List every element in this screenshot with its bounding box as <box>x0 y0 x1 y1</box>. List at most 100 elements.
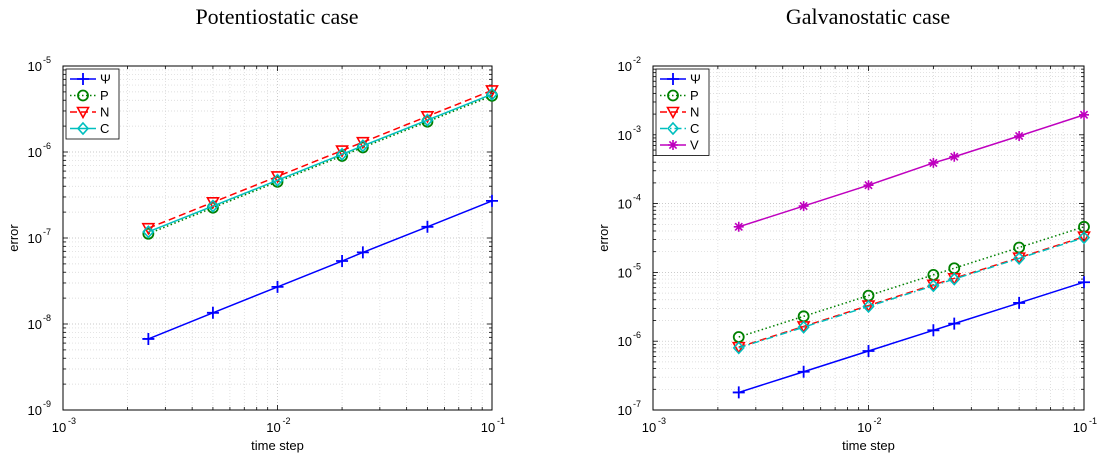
data-point <box>732 386 745 399</box>
data-point <box>271 173 284 187</box>
y-tick-exponent: -5 <box>43 55 51 65</box>
data-point <box>797 365 810 378</box>
y-tick-exponent: -4 <box>633 193 641 203</box>
y-tick-exponent: -5 <box>633 261 641 271</box>
legend-marker <box>667 89 679 102</box>
series-3 <box>732 230 1091 355</box>
data-point <box>421 113 434 127</box>
data-point <box>862 345 875 358</box>
series-line <box>148 89 493 229</box>
data-point <box>206 199 220 213</box>
data-point <box>927 279 940 293</box>
data-point <box>948 272 961 286</box>
data-point <box>1078 276 1090 289</box>
legend-marker <box>668 140 678 150</box>
legend-box <box>65 68 120 140</box>
grid <box>62 66 492 411</box>
x-tick-exponent: -1 <box>1089 416 1097 426</box>
data-point <box>928 157 939 168</box>
series-line <box>738 226 1085 338</box>
data-point <box>421 220 434 233</box>
y-tick-label: 10 <box>618 334 632 349</box>
data-point <box>356 246 369 259</box>
data-point <box>949 151 960 162</box>
chart-title: Galvanostatic case <box>786 4 950 29</box>
data-point <box>797 320 810 334</box>
data-point <box>206 306 219 319</box>
data-point <box>271 280 284 293</box>
x-tick-label: 10 <box>52 420 66 435</box>
legend-label: P <box>690 88 699 103</box>
x-tick-label: 10 <box>266 420 280 435</box>
axes-box <box>62 65 493 411</box>
series-4 <box>733 109 1089 232</box>
axes-box <box>652 65 1085 411</box>
x-tick-exponent: -2 <box>874 416 882 426</box>
legend-label: C <box>100 121 109 136</box>
data-point <box>1079 109 1089 120</box>
chart-title: Potentiostatic case <box>195 4 358 29</box>
x-tick-label: 10 <box>1073 420 1087 435</box>
series-line <box>738 236 1085 349</box>
data-point <box>927 324 940 337</box>
legend-label: N <box>100 105 109 120</box>
y-tick-label: 10 <box>28 231 42 246</box>
series-3 <box>142 87 499 239</box>
grid <box>652 66 1084 411</box>
y-tick-exponent: -9 <box>43 399 51 409</box>
series-line <box>148 93 493 233</box>
data-point <box>733 221 744 232</box>
x-tick-exponent: -1 <box>497 416 505 426</box>
y-tick-label: 10 <box>28 317 42 332</box>
legend-label: P <box>100 88 109 103</box>
legend-marker <box>666 106 680 120</box>
legend-marker <box>77 89 89 102</box>
data-point <box>1077 230 1091 245</box>
y-tick-label: 10 <box>28 145 42 160</box>
y-tick-label: 10 <box>28 59 42 74</box>
y-axis-label: error <box>6 224 21 252</box>
y-tick-exponent: -6 <box>633 330 641 340</box>
series-0 <box>142 194 498 345</box>
data-point <box>336 255 349 268</box>
x-tick-exponent: -2 <box>283 416 291 426</box>
legend-marker <box>76 121 90 136</box>
y-axis-label: error <box>596 224 611 252</box>
data-point <box>335 147 349 162</box>
y-tick-label: 10 <box>28 403 42 418</box>
y-tick-exponent: -7 <box>43 227 51 237</box>
series-0 <box>732 276 1090 399</box>
legend-marker <box>666 121 680 136</box>
x-tick-label: 10 <box>481 420 495 435</box>
y-tick-label: 10 <box>618 403 632 418</box>
y-tick-exponent: -7 <box>633 399 641 409</box>
legend-label: Ψ <box>690 72 701 87</box>
data-point <box>486 194 498 207</box>
y-tick-exponent: -3 <box>633 124 641 134</box>
legend-marker <box>667 73 679 85</box>
y-tick-exponent: -2 <box>633 55 641 65</box>
legend-label: N <box>690 105 699 120</box>
data-point <box>485 87 499 101</box>
legend-label: C <box>690 121 699 136</box>
x-tick-label: 10 <box>857 420 871 435</box>
y-tick-exponent: -6 <box>43 141 51 151</box>
data-point <box>863 180 874 191</box>
legend-marker <box>76 106 90 120</box>
x-tick-exponent: -3 <box>68 416 76 426</box>
data-point <box>142 332 155 345</box>
data-point <box>862 299 875 314</box>
x-tick-label: 10 <box>642 420 656 435</box>
x-axis-label: time step <box>842 438 895 453</box>
y-tick-label: 10 <box>618 265 632 280</box>
data-point <box>948 317 961 330</box>
data-point <box>356 139 369 153</box>
data-point <box>798 201 809 212</box>
data-point <box>1014 131 1025 142</box>
data-point <box>142 227 155 240</box>
legend-label: V <box>690 138 699 153</box>
data-point <box>1013 251 1026 266</box>
